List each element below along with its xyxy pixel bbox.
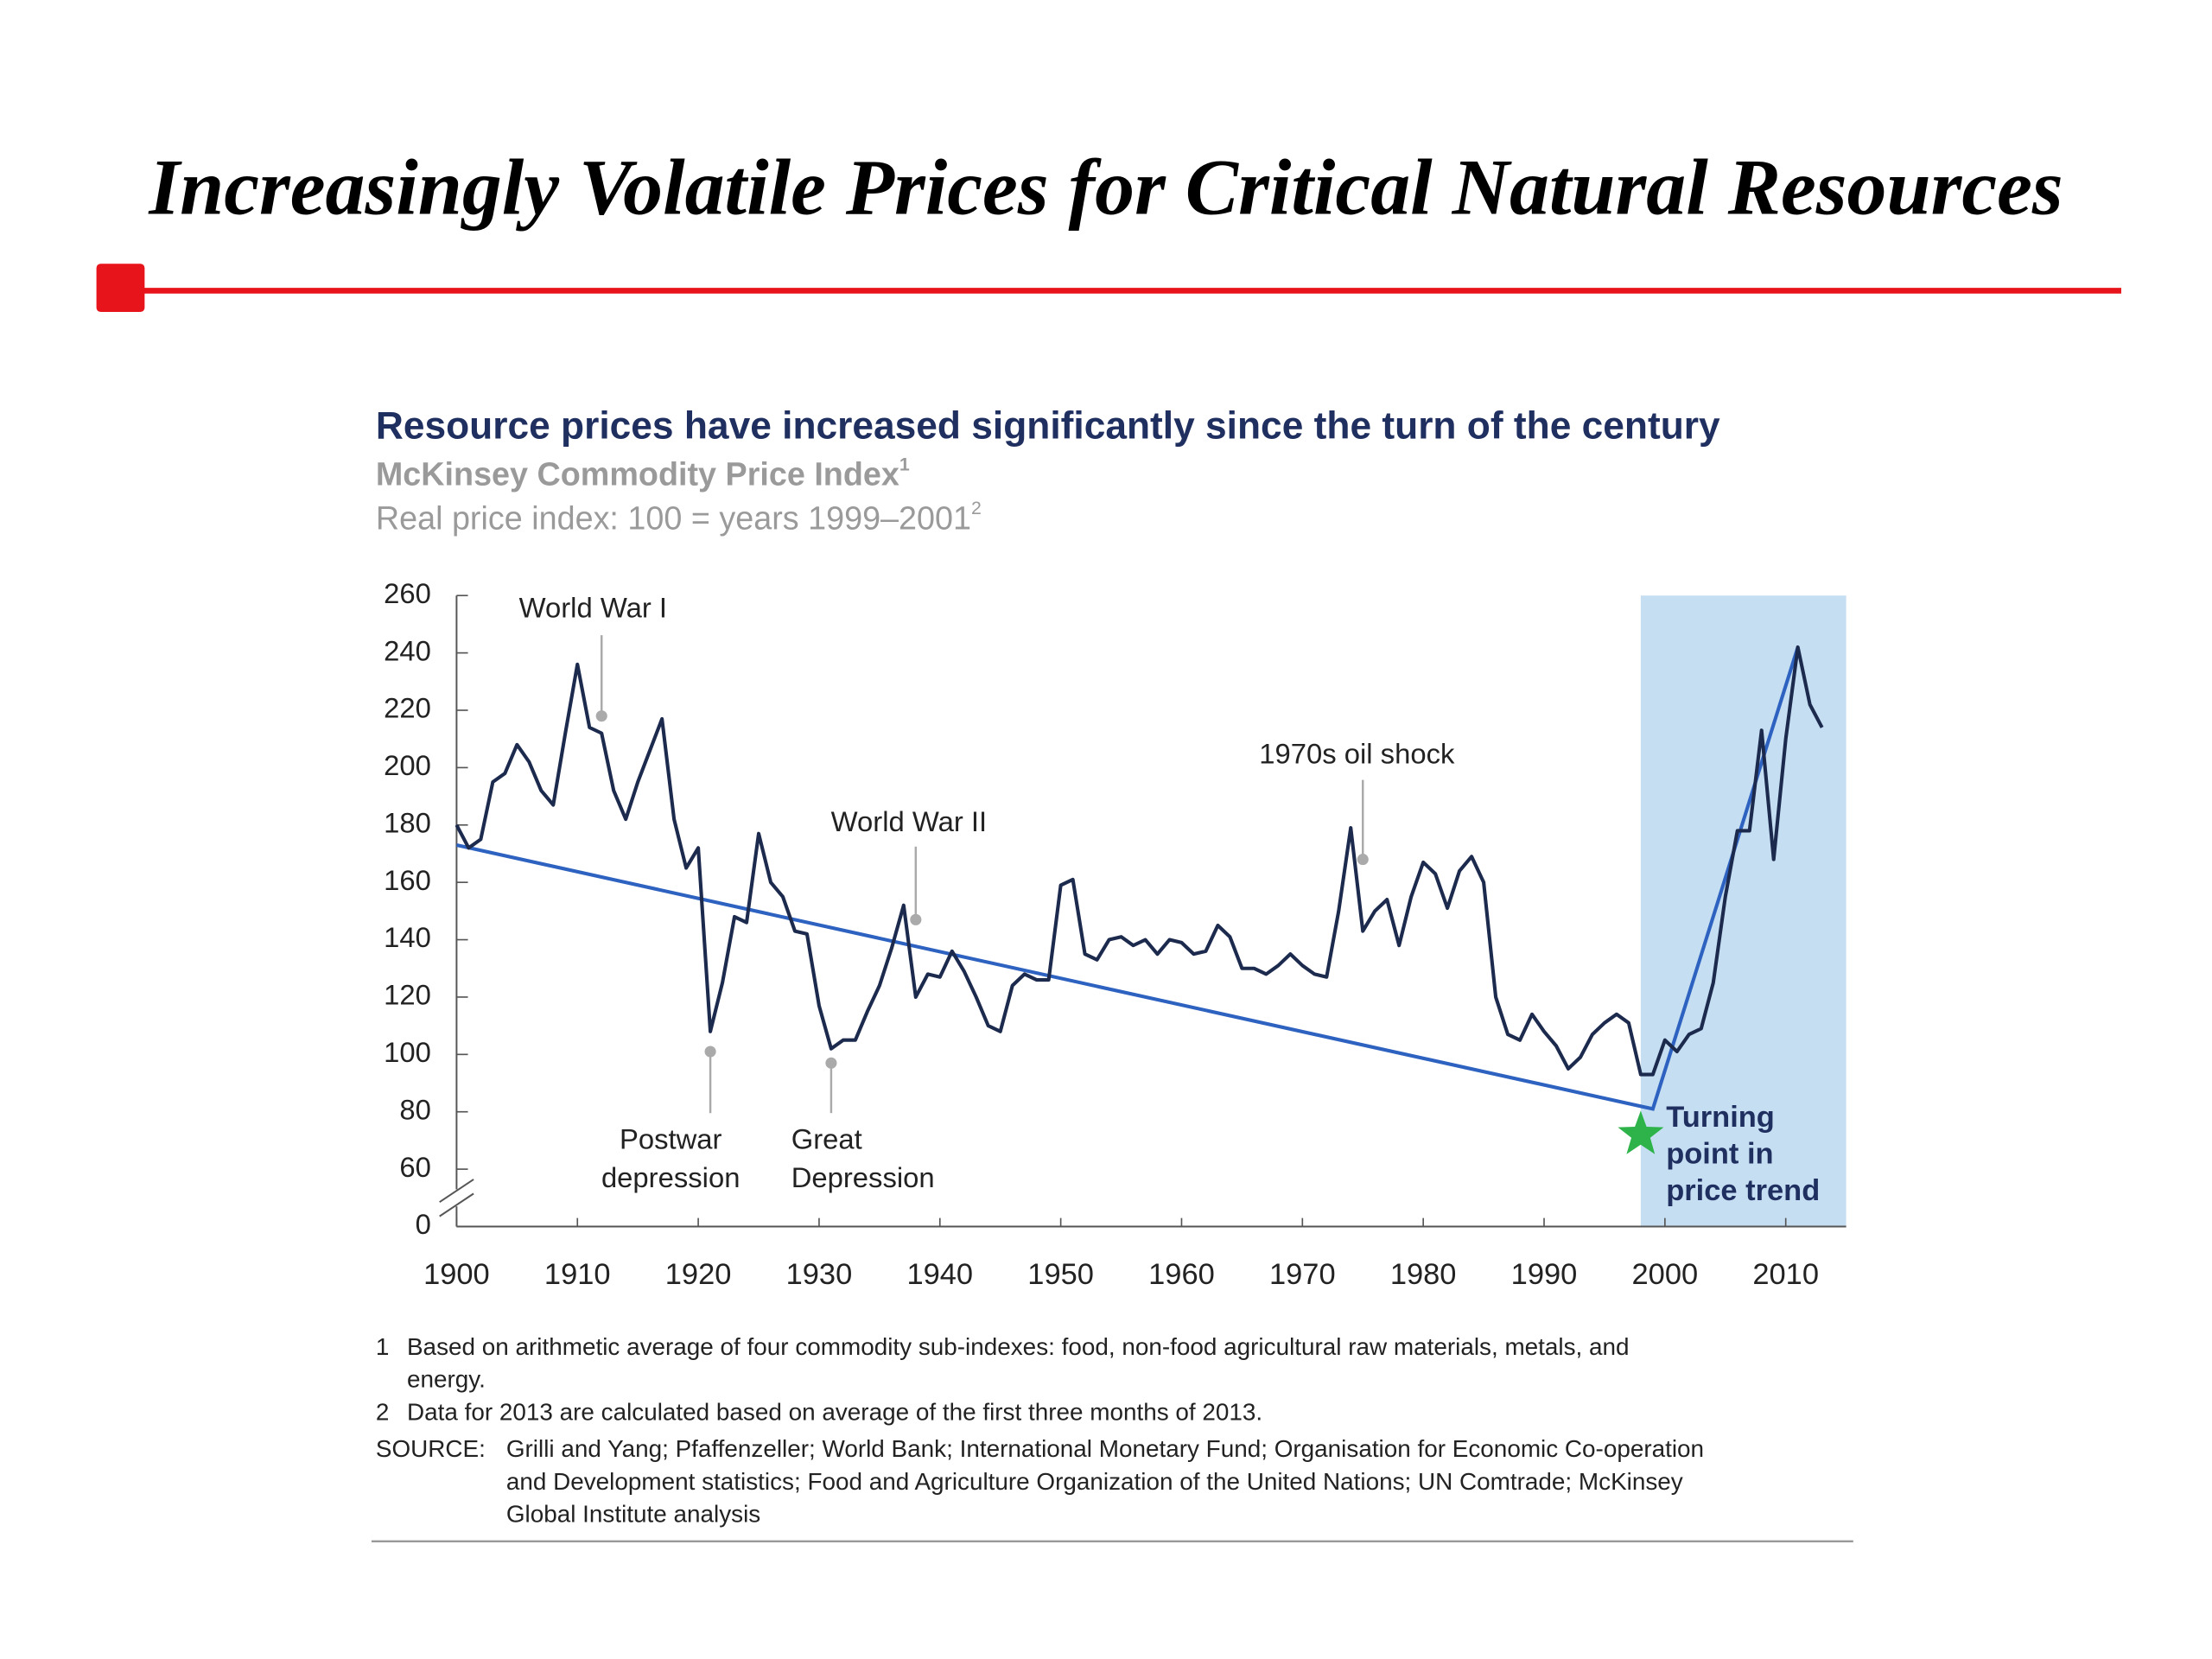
x-tick-label: 1920 bbox=[665, 1258, 732, 1291]
x-tick-label: 1900 bbox=[423, 1258, 490, 1291]
chart-subtitle2: Real price index: 100 = years 1999–20012 bbox=[376, 498, 982, 536]
annotation-dot bbox=[704, 1046, 716, 1058]
source-text: Global Institute analysis bbox=[506, 1501, 760, 1528]
x-tick-label: 1940 bbox=[906, 1258, 973, 1291]
x-tick-label: 1960 bbox=[1148, 1258, 1215, 1291]
axis-break bbox=[439, 1192, 474, 1217]
source-text: Grilli and Yang; Pfaffenzeller; World Ba… bbox=[506, 1435, 1704, 1462]
y-tick-label: 180 bbox=[384, 806, 431, 838]
turning-point-label: point in bbox=[1666, 1138, 1773, 1171]
annotation-label: Great bbox=[791, 1123, 862, 1155]
footnote-number: 1 bbox=[376, 1333, 390, 1360]
footnote-text: energy. bbox=[407, 1366, 486, 1393]
source-text: and Development statistics; Food and Agr… bbox=[506, 1468, 1683, 1495]
annotation-dot bbox=[595, 710, 607, 722]
y-tick-label: 60 bbox=[399, 1151, 431, 1183]
x-tick-label: 1990 bbox=[1511, 1258, 1578, 1291]
turning-point-label: price trend bbox=[1666, 1174, 1820, 1207]
title-bullet bbox=[96, 264, 145, 313]
subtitle-text: McKinsey Commodity Price Index bbox=[376, 455, 899, 492]
footnote-text: Based on arithmetic average of four comm… bbox=[407, 1333, 1630, 1360]
y-tick-label: 100 bbox=[384, 1036, 431, 1068]
y-tick-label: 200 bbox=[384, 749, 431, 781]
x-tick-label: 1970 bbox=[1269, 1258, 1336, 1291]
footnote-number: 2 bbox=[376, 1398, 390, 1425]
subtitle-note: 1 bbox=[899, 454, 910, 474]
x-tick-label: 2010 bbox=[1752, 1258, 1819, 1291]
axis-break bbox=[439, 1179, 474, 1204]
annotation-dot bbox=[910, 913, 922, 925]
annotation-label: Depression bbox=[791, 1161, 935, 1193]
x-tick-label: 1910 bbox=[544, 1258, 611, 1291]
trend-line bbox=[455, 646, 1800, 1111]
y-tick-label: 80 bbox=[399, 1093, 431, 1125]
source-label: SOURCE: bbox=[376, 1435, 486, 1462]
annotation-label: World War II bbox=[831, 805, 987, 837]
footnote-text: Data for 2013 are calculated based on av… bbox=[407, 1398, 1262, 1425]
y-tick-label: 120 bbox=[384, 979, 431, 1011]
chart-title: Resource prices have increased significa… bbox=[376, 404, 1720, 447]
y-tick-label: 220 bbox=[384, 692, 431, 724]
turning-point-star bbox=[1618, 1110, 1664, 1154]
axis-break-gap bbox=[452, 1189, 461, 1207]
x-tick-label: 1980 bbox=[1390, 1258, 1457, 1291]
y-tick-label: 260 bbox=[384, 577, 431, 609]
y-tick-label: 240 bbox=[384, 634, 431, 666]
annotation-dot bbox=[1357, 854, 1369, 866]
x-tick-label: 2000 bbox=[1632, 1258, 1699, 1291]
highlight-band bbox=[1640, 595, 1847, 1227]
annotation-label: depression bbox=[601, 1161, 741, 1193]
annotation-label: World War I bbox=[519, 591, 667, 623]
y-tick-label: 140 bbox=[384, 921, 431, 953]
annotation-label: 1970s oil shock bbox=[1259, 737, 1455, 769]
data-line bbox=[454, 645, 1824, 1077]
turning-point-label: Turning bbox=[1666, 1101, 1775, 1134]
x-tick-label: 1930 bbox=[786, 1258, 853, 1291]
y-tick-label: 0 bbox=[416, 1208, 431, 1240]
x-tick-label: 1950 bbox=[1027, 1258, 1094, 1291]
subtitle2-text: Real price index: 100 = years 1999–2001 bbox=[376, 499, 971, 536]
annotation-dot bbox=[825, 1057, 837, 1069]
y-tick-label: 160 bbox=[384, 864, 431, 896]
annotation-label: Postwar bbox=[620, 1123, 722, 1155]
chart-subtitle: McKinsey Commodity Price Index1 bbox=[376, 454, 910, 492]
subtitle2-note: 2 bbox=[971, 498, 982, 518]
slide-title: Increasingly Volatile Prices for Critica… bbox=[148, 143, 2063, 232]
